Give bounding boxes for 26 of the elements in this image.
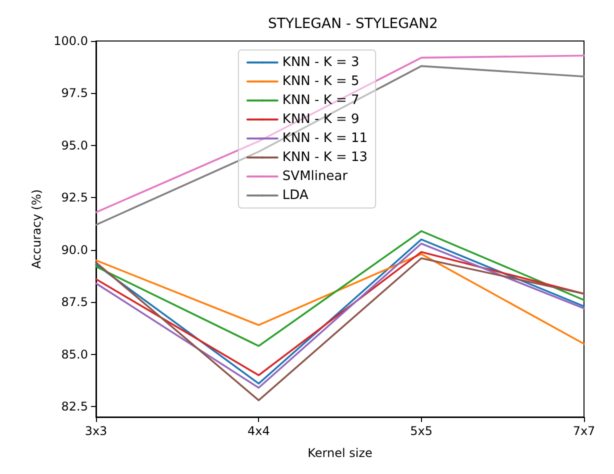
y-tick-label: 85.0 bbox=[61, 347, 88, 362]
legend-label: LDA bbox=[282, 188, 308, 203]
chart-title: STYLEGAN - STYLEGAN2 bbox=[268, 16, 438, 32]
y-tick-label: 82.5 bbox=[61, 400, 88, 414]
legend-label: KNN - K = 9 bbox=[282, 112, 360, 127]
y-tick-label: 95.0 bbox=[61, 138, 88, 152]
legend-label: KNN - K = 11 bbox=[282, 131, 368, 146]
x-tick-label: 3x3 bbox=[84, 424, 108, 438]
y-tick-label: 92.5 bbox=[61, 190, 88, 205]
line-series bbox=[95, 257, 585, 402]
x-tick-label: 7x7 bbox=[572, 424, 596, 438]
y-tick-label: 90.0 bbox=[61, 242, 88, 257]
line-series bbox=[95, 230, 585, 347]
y-axis-title: Accuracy (%) bbox=[30, 189, 44, 269]
y-tick-label: 97.5 bbox=[61, 86, 88, 100]
y-tick-label: 100.0 bbox=[54, 34, 88, 48]
y-tick-label: 87.5 bbox=[61, 295, 88, 310]
x-tick-label: 5x5 bbox=[410, 424, 433, 438]
x-tick-label: 4x4 bbox=[247, 424, 270, 438]
legend-label: KNN - K = 5 bbox=[282, 74, 360, 89]
x-axis-title: Kernel size bbox=[308, 446, 372, 460]
legend-label: KNN - K = 3 bbox=[282, 55, 360, 70]
legend-label: SVMlinear bbox=[282, 169, 348, 184]
legend-label: KNN - K = 7 bbox=[282, 93, 360, 108]
legend-label: KNN - K = 13 bbox=[282, 150, 368, 165]
line-series bbox=[95, 253, 585, 345]
